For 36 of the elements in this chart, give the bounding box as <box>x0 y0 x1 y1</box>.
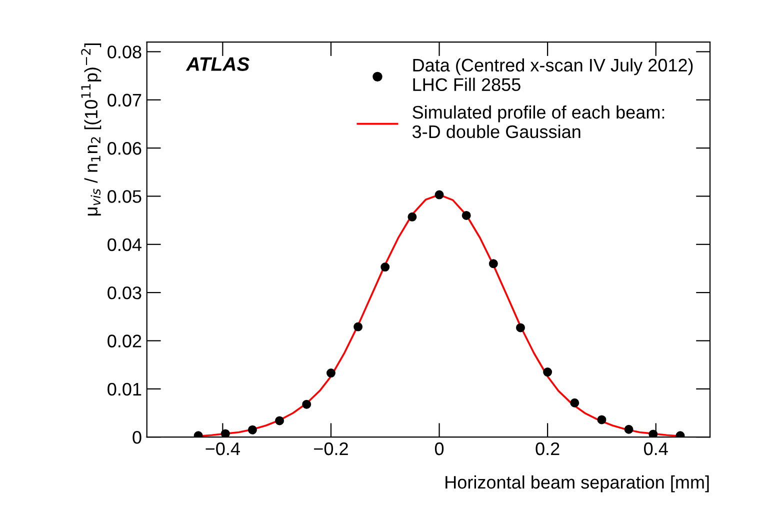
point <box>570 398 580 408</box>
point <box>354 322 363 332</box>
y-tick-label: 0 <box>132 431 142 444</box>
x-tick-label: −0.2 <box>314 442 348 456</box>
y-tick-label: 0.03 <box>108 286 142 300</box>
x-tick-label: −0.4 <box>206 442 240 456</box>
legend-label: Simulated profile of each beam: 3-D double Gaussian <box>412 105 664 138</box>
point <box>648 430 658 438</box>
point <box>326 368 336 378</box>
point <box>248 425 257 434</box>
y-tick-label: 0.04 <box>108 238 142 252</box>
x-tick-label: 0.4 <box>644 442 668 456</box>
point <box>302 400 312 409</box>
y-tick-label: 0.08 <box>108 46 142 58</box>
point <box>380 262 390 272</box>
point <box>462 210 471 220</box>
point <box>275 416 284 426</box>
point <box>597 415 606 424</box>
x-axis-title: Horizontal beam separation [mm] <box>446 475 709 492</box>
text: μ$_{vis}$ / n$_{1}$n$_{2}$ [(10$^{11}$p)$^{−2}$] <box>81 44 102 216</box>
x-tick-label: 0.2 <box>536 442 560 456</box>
y-tick-label: 0.06 <box>108 142 142 155</box>
point <box>408 212 417 222</box>
point <box>543 368 552 377</box>
point <box>488 259 498 268</box>
y-tick-label: 0.05 <box>108 190 142 203</box>
point <box>624 424 634 434</box>
legend-label: Data (Centred x-scan IV July 2012) LHC Fill 2855 <box>413 58 693 92</box>
point <box>220 429 230 438</box>
point <box>516 323 525 332</box>
y-tick-label: 0.01 <box>108 382 142 396</box>
annotation: ATLAS <box>186 57 250 71</box>
point <box>434 190 444 200</box>
y-tick-label: 0.02 <box>108 334 142 348</box>
y-tick-label: 0.07 <box>108 94 142 107</box>
x-tick-label: 0 <box>434 442 444 456</box>
